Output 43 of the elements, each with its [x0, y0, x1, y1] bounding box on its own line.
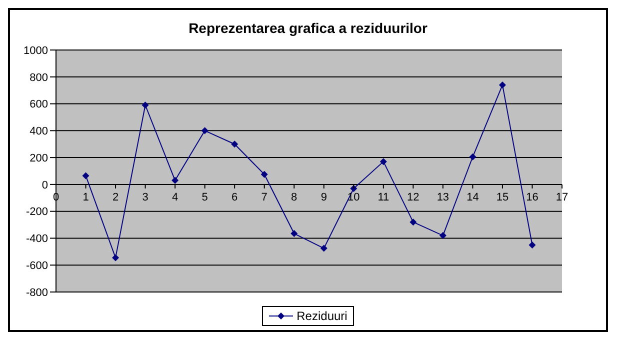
y-tick-label: 400: [30, 126, 48, 138]
point: [320, 244, 328, 252]
point: [498, 81, 506, 88]
x-tick-label: 4: [172, 191, 178, 204]
x-tick-label: 1: [82, 191, 89, 204]
x-tick-label: 14: [466, 191, 479, 204]
chart-title: Reprezentarea grafica a reziduurilor: [188, 19, 428, 38]
point: [260, 170, 268, 178]
point: [528, 241, 536, 248]
point: [380, 158, 387, 166]
legend-label: Reziduuri: [296, 309, 348, 323]
x-tick-label: 5: [202, 191, 208, 204]
y-tick-label: 0: [42, 179, 48, 192]
y-tick-label: -400: [26, 233, 48, 246]
x-tick-label: 9: [320, 191, 327, 204]
x-tick-label: 6: [232, 191, 238, 204]
x-tick-label: 2: [112, 191, 119, 204]
point: [112, 254, 120, 262]
point: [82, 172, 90, 180]
x-tick-label: 8: [291, 191, 298, 204]
point: [469, 153, 476, 160]
point: [231, 140, 238, 148]
point: [142, 102, 149, 109]
x-tick-label: 13: [436, 191, 450, 204]
x-tick-label: 15: [496, 191, 509, 204]
x-tick-label: 16: [526, 191, 538, 204]
y-tick-label: -800: [26, 286, 48, 299]
y-tick-label: 600: [30, 98, 48, 111]
y-tick-label: 800: [30, 72, 48, 84]
x-tick-label: 7: [261, 191, 268, 204]
y-tick-label: 1000: [24, 44, 48, 57]
point: [172, 176, 179, 184]
x-tick-label: 17: [556, 191, 568, 204]
point: [201, 127, 208, 134]
y-tick-label: -200: [26, 206, 48, 218]
y-tick-label: -600: [26, 260, 48, 272]
point: [410, 218, 417, 226]
x-tick-label: 12: [407, 191, 420, 204]
y-tick-label: 200: [30, 152, 48, 164]
x-tick-label: 11: [378, 191, 390, 204]
point: [290, 230, 298, 238]
point: [439, 232, 446, 240]
x-tick-label: 3: [142, 191, 148, 204]
